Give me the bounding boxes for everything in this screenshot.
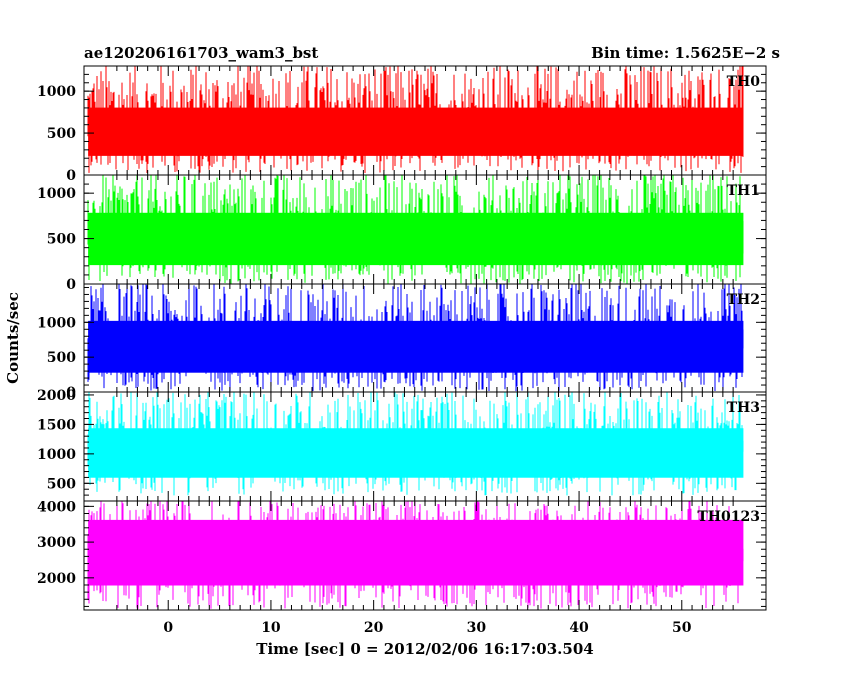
ytick-label-TH1: 500 xyxy=(47,232,76,248)
xtick-label: 30 xyxy=(467,620,487,636)
panel-label-TH0: TH0 xyxy=(727,74,761,90)
ytick-label-TH3: 1000 xyxy=(37,447,76,463)
ytick-label-TH0123: 3000 xyxy=(37,535,76,551)
ytick-label-TH2: 0 xyxy=(66,385,76,401)
ytick-label-TH0123: 4000 xyxy=(37,499,76,515)
ytick-label-TH0: 0 xyxy=(66,168,76,184)
bin-time-label: Bin time: 1.5625E−2 s xyxy=(591,44,780,62)
xtick-label: 10 xyxy=(261,620,281,636)
chart-title: ae120206161703_wam3_bst xyxy=(84,44,319,62)
ytick-label-TH3: 500 xyxy=(47,476,76,492)
panel-label-TH3: TH3 xyxy=(727,400,760,416)
ytick-label-TH3: 1500 xyxy=(37,417,76,433)
x-axis-label: Time [sec] 0 = 2012/02/06 16:17:03.504 xyxy=(256,640,593,658)
panel-label-TH2: TH2 xyxy=(727,292,760,308)
ytick-label-TH0: 500 xyxy=(47,126,76,142)
series-line-TH1 xyxy=(87,175,744,284)
xtick-label: 0 xyxy=(163,620,173,636)
xtick-label: 40 xyxy=(569,620,589,636)
xtick-label: 20 xyxy=(364,620,384,636)
series-line-TH0 xyxy=(87,66,744,173)
series-line-TH0123 xyxy=(87,501,744,609)
series-line-TH2 xyxy=(87,284,744,392)
ytick-label-TH0: 1000 xyxy=(37,84,76,100)
panel-label-TH1: TH1 xyxy=(727,183,760,199)
ytick-label-TH2: 1000 xyxy=(37,315,76,331)
ytick-label-TH0123: 2000 xyxy=(37,571,76,587)
panel-label-TH0123: TH0123 xyxy=(697,509,760,525)
ytick-label-TH1: 1000 xyxy=(37,186,76,202)
ytick-label-TH2: 500 xyxy=(47,350,76,366)
xtick-label: 50 xyxy=(672,620,692,636)
ytick-label-TH3: 2000 xyxy=(37,388,76,404)
series-line-TH3 xyxy=(87,392,744,496)
ytick-label-TH1: 0 xyxy=(66,277,76,293)
y-axis-label: Counts/sec xyxy=(4,292,22,384)
